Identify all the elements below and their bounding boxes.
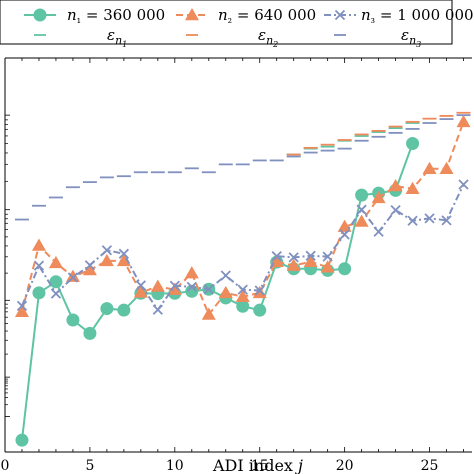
data-point <box>65 269 80 282</box>
data-point <box>49 275 63 289</box>
data-point <box>422 161 437 174</box>
epsilon-series-3 <box>14 114 471 221</box>
data-point <box>286 258 301 271</box>
legend-marker <box>185 8 199 21</box>
data-point <box>320 260 335 273</box>
data-point <box>254 285 265 296</box>
data-point <box>303 254 318 267</box>
x-tick-label: 15 <box>251 458 269 474</box>
data-point <box>288 252 299 263</box>
epsilon-series-layer <box>14 111 471 221</box>
data-point <box>458 179 469 190</box>
x-tick-label: 20 <box>336 458 354 474</box>
axes: 0 5 10 15 20 25 <box>1 57 472 474</box>
data-point <box>67 272 79 283</box>
data-point <box>337 219 352 232</box>
data-point <box>390 204 401 216</box>
data-point <box>339 229 350 240</box>
x-tick-label: 0 <box>1 458 10 474</box>
data-point <box>33 260 45 271</box>
legend-label-series: n₁ = 360 000 <box>67 6 165 26</box>
data-point <box>16 300 28 311</box>
legend-label-series: n₂ = 640 000 <box>218 6 316 26</box>
data-point <box>167 282 182 295</box>
data-point <box>253 303 267 317</box>
x-tick-label: 25 <box>421 458 439 474</box>
data-point <box>424 213 435 224</box>
data-point <box>252 285 267 299</box>
data-point <box>32 286 46 300</box>
data-point <box>184 266 199 279</box>
data-point <box>322 251 333 262</box>
legend-label-series: n₃ = 1 000 000 <box>361 6 474 26</box>
legend-label-epsilon: εn3 <box>401 26 421 49</box>
data-point <box>441 215 452 226</box>
data-point <box>117 303 131 317</box>
data-point <box>355 188 369 202</box>
series-3 <box>16 179 469 315</box>
data-point <box>271 251 282 262</box>
data-point <box>235 289 250 303</box>
x-tick-label: 5 <box>85 458 94 474</box>
data-point <box>99 253 114 267</box>
data-point <box>135 280 146 291</box>
data-point <box>406 136 420 150</box>
data-point <box>48 255 63 269</box>
data-point <box>100 302 114 316</box>
data-point <box>150 279 165 292</box>
data-point <box>169 280 180 291</box>
data-point <box>218 285 233 299</box>
data-point <box>388 179 403 192</box>
data-point <box>201 307 216 320</box>
series-line <box>20 143 414 441</box>
x-axis-label: ADI index j <box>212 456 303 474</box>
legend-label-epsilon: εn1 <box>107 26 127 49</box>
x-tick-label: 10 <box>166 458 184 474</box>
data-point <box>338 262 352 276</box>
data-point <box>456 114 471 128</box>
legend-marker <box>334 9 346 21</box>
data-point <box>305 250 316 261</box>
data-point <box>101 245 113 256</box>
data-point <box>237 284 248 295</box>
data-point <box>118 248 130 259</box>
data-point <box>50 288 62 299</box>
data-point <box>15 433 29 447</box>
data-point <box>220 270 231 281</box>
data-point <box>236 299 250 313</box>
data-point <box>203 284 214 295</box>
data-point <box>439 161 454 174</box>
data-point <box>371 190 386 204</box>
legend: n₁ = 360 000 n₂ = 640 000 n₃ = 1 000 000εn… <box>0 0 474 49</box>
data-point <box>82 262 97 276</box>
data-point <box>84 260 96 271</box>
epsilon-series-2 <box>286 111 471 156</box>
data-point <box>116 253 131 267</box>
data-point <box>66 313 80 327</box>
data-point <box>407 215 418 226</box>
legend-label-epsilon: εn2 <box>258 26 278 49</box>
series-1 <box>15 136 420 447</box>
data-point <box>83 326 97 340</box>
legend-marker <box>33 8 47 22</box>
data-point <box>31 238 46 251</box>
data-point <box>152 304 163 315</box>
series-line <box>21 121 465 317</box>
legend-box <box>0 0 453 45</box>
data-point <box>373 226 384 237</box>
data-point <box>354 214 369 227</box>
data-point <box>133 285 148 298</box>
data-point <box>405 181 420 195</box>
data-point <box>356 204 367 215</box>
series-layer <box>14 114 471 447</box>
data-point <box>186 281 197 293</box>
epsilon-series-1 <box>286 122 420 156</box>
data-point <box>14 304 29 317</box>
